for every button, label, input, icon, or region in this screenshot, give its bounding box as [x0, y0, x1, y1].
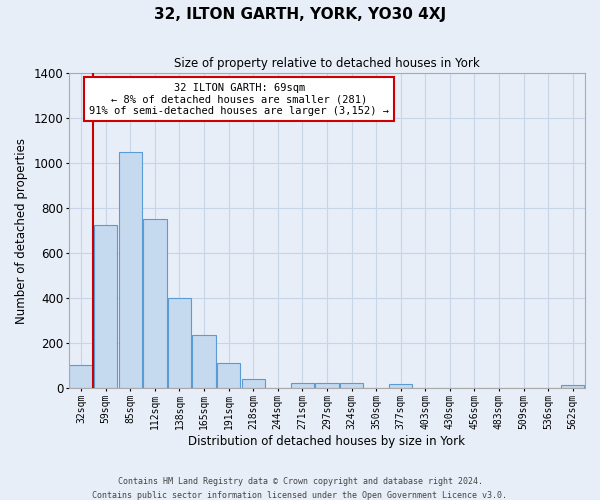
X-axis label: Distribution of detached houses by size in York: Distribution of detached houses by size …: [188, 434, 466, 448]
Bar: [389, 384, 412, 388]
Bar: [217, 364, 240, 388]
Bar: [143, 220, 167, 388]
Bar: [168, 298, 191, 388]
Y-axis label: Number of detached properties: Number of detached properties: [15, 138, 28, 324]
Bar: [242, 379, 265, 388]
Title: Size of property relative to detached houses in York: Size of property relative to detached ho…: [174, 58, 480, 70]
Bar: [70, 364, 93, 388]
Text: Contains HM Land Registry data © Crown copyright and database right 2024.
Contai: Contains HM Land Registry data © Crown c…: [92, 478, 508, 500]
Bar: [290, 382, 314, 388]
Bar: [315, 382, 338, 388]
Bar: [94, 225, 118, 388]
Bar: [561, 385, 584, 388]
Text: 32, ILTON GARTH, YORK, YO30 4XJ: 32, ILTON GARTH, YORK, YO30 4XJ: [154, 8, 446, 22]
Bar: [193, 335, 216, 388]
Bar: [340, 382, 363, 388]
Bar: [119, 152, 142, 388]
Text: 32 ILTON GARTH: 69sqm
← 8% of detached houses are smaller (281)
91% of semi-deta: 32 ILTON GARTH: 69sqm ← 8% of detached h…: [89, 82, 389, 116]
